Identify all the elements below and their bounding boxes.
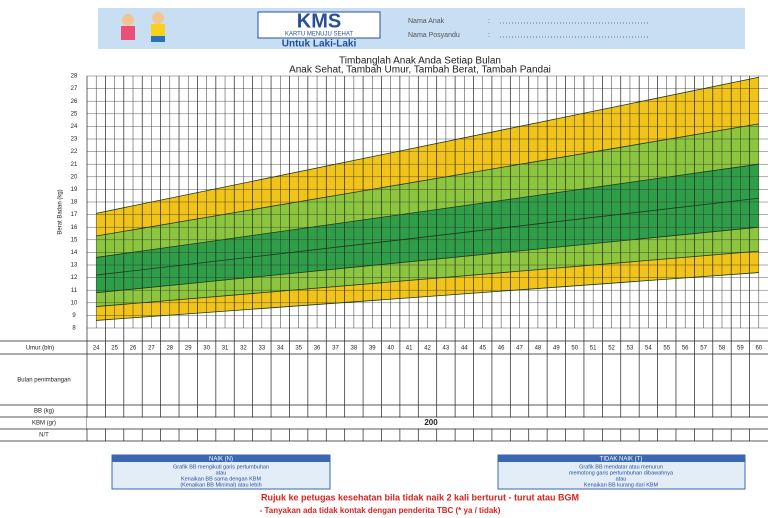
y-tick-label: 13 <box>71 263 78 269</box>
naik-title: NAIK (N) <box>209 457 233 463</box>
y-tick-label: 24 <box>71 124 78 130</box>
x-tick-label: 46 <box>498 346 505 352</box>
y-tick-label: 9 <box>72 313 76 319</box>
x-tick-label: 31 <box>222 346 229 352</box>
x-tick-label: 47 <box>516 346 523 352</box>
y-axis-title: Berat Badan (kg) <box>58 189 64 234</box>
x-tick-label: 36 <box>314 346 321 352</box>
x-tick-label: 41 <box>406 346 413 352</box>
y-tick-label: 23 <box>71 137 78 143</box>
x-tick-label: 49 <box>553 346 560 352</box>
row-label: Bulan penimbangan <box>17 378 70 384</box>
x-tick-label: 38 <box>351 346 358 352</box>
separator: : <box>488 32 490 39</box>
y-tick-label: 11 <box>71 288 78 294</box>
x-tick-label: 53 <box>627 346 634 352</box>
x-tick-label: 42 <box>424 346 431 352</box>
x-tick-label: 27 <box>148 346 155 352</box>
chart-subtitle: Anak Sehat, Tambah Umur, Tambah Berat, T… <box>289 65 551 76</box>
x-tick-label: 51 <box>590 346 597 352</box>
field-label: Nama Anak <box>408 18 445 25</box>
y-tick-label: 18 <box>71 200 78 206</box>
x-tick-label: 52 <box>608 346 615 352</box>
x-tick-label: 43 <box>443 346 450 352</box>
x-tick-label: 40 <box>387 346 394 352</box>
logo: KMS <box>297 10 341 32</box>
page: KMS KARTU MENUJU SEHAT Untuk Laki-Laki N… <box>0 0 768 518</box>
y-tick-label: 8 <box>72 326 76 332</box>
row-label: N/T <box>39 433 49 439</box>
logo-subtitle: KARTU MENUJU SEHAT <box>285 32 353 38</box>
separator: : <box>488 18 490 25</box>
note: Rujuk ke petugas kesehatan bila tidak na… <box>261 492 579 502</box>
y-tick-label: 28 <box>71 74 78 80</box>
x-tick-label: 50 <box>571 346 578 352</box>
y-tick-label: 12 <box>71 275 78 281</box>
y-tick-label: 19 <box>71 187 78 193</box>
x-axis-title: Umur (bln) <box>26 346 54 352</box>
y-tick-label: 10 <box>71 300 78 306</box>
x-tick-label: 26 <box>130 346 137 352</box>
x-tick-label: 57 <box>700 346 707 352</box>
row-label: BB (kg) <box>34 409 54 415</box>
y-tick-label: 27 <box>71 86 78 92</box>
x-tick-label: 34 <box>277 346 284 352</box>
y-tick-label: 16 <box>71 225 78 231</box>
x-tick-label: 60 <box>755 346 762 352</box>
naik-text: (Kenaikan BB Minimal) atau lebih <box>180 482 261 488</box>
x-tick-label: 33 <box>259 346 266 352</box>
row-label: KBM (gr) <box>32 421 56 427</box>
y-tick-label: 17 <box>71 212 78 218</box>
x-tick-label: 55 <box>663 346 670 352</box>
x-tick-label: 48 <box>535 346 542 352</box>
y-tick-label: 26 <box>71 99 78 105</box>
x-tick-label: 58 <box>719 346 726 352</box>
gender: Untuk Laki-Laki <box>282 39 357 50</box>
x-tick-label: 24 <box>93 346 100 352</box>
kms-card: KMS KARTU MENUJU SEHAT Untuk Laki-Laki N… <box>0 0 768 518</box>
x-tick-label: 54 <box>645 346 652 352</box>
x-tick-label: 28 <box>166 346 173 352</box>
tidak-naik-title: TIDAK NAIK (T) <box>600 457 643 463</box>
kbm-value: 200 <box>424 418 438 427</box>
x-tick-label: 56 <box>682 346 689 352</box>
note: - Tanyakan ada tidak kontak dengan pende… <box>260 506 501 515</box>
y-tick-label: 15 <box>71 237 78 243</box>
y-tick-label: 14 <box>71 250 78 256</box>
y-tick-label: 21 <box>71 162 78 168</box>
x-tick-label: 44 <box>461 346 468 352</box>
x-tick-label: 29 <box>185 346 192 352</box>
tidak-naik-text: Kenaikan BB kurang dari KBM <box>584 482 659 488</box>
plot: 8 9 10 11 12 13 14 15 16 17 18 19 20 21 22 23 24 25 26 27 28 <box>71 74 768 332</box>
y-tick-label: 25 <box>71 111 78 117</box>
y-tick-label: 20 <box>71 174 78 180</box>
x-tick-label: 30 <box>203 346 210 352</box>
header-band <box>98 8 745 49</box>
y-tick-label: 22 <box>71 149 78 155</box>
x-tick-label: 35 <box>295 346 302 352</box>
x-tick-label: 45 <box>479 346 486 352</box>
x-tick-label: 37 <box>332 346 339 352</box>
x-tick-label: 39 <box>369 346 376 352</box>
x-tick-label: 32 <box>240 346 247 352</box>
field-label: Nama Posyandu <box>408 32 460 39</box>
x-tick-label: 59 <box>737 346 744 352</box>
x-tick-label: 25 <box>111 346 118 352</box>
